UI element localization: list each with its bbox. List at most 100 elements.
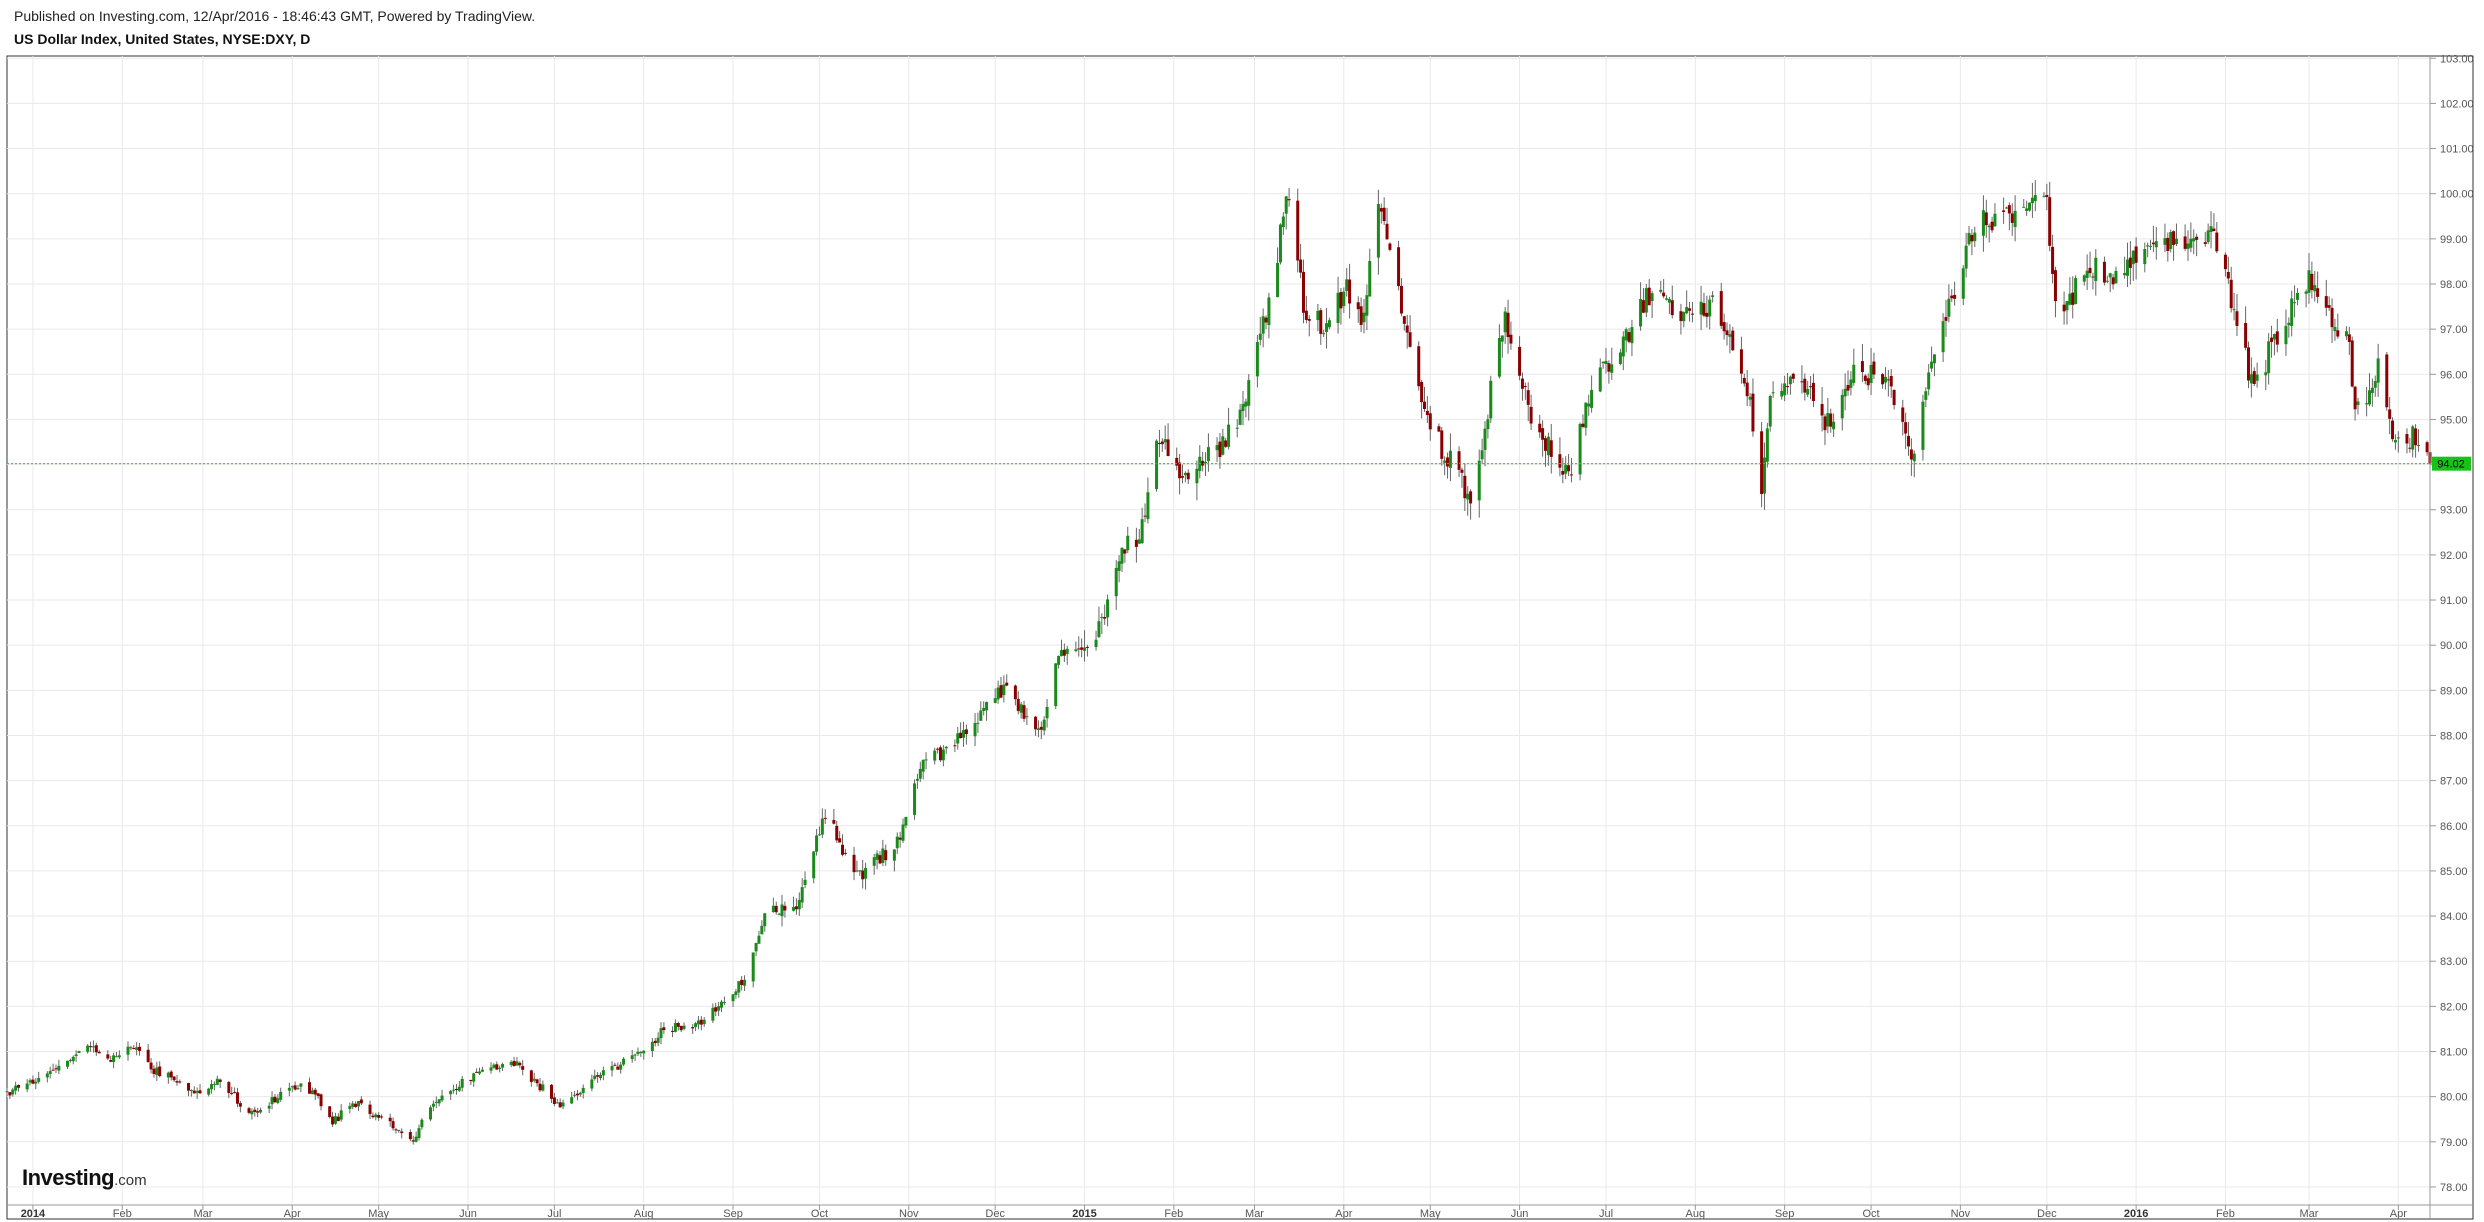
candle-up	[1368, 261, 1372, 297]
candle-down	[2128, 257, 2132, 268]
candle-up	[1987, 225, 1991, 228]
candle-up	[477, 1071, 481, 1074]
candle-up	[2333, 326, 2337, 332]
candle-down	[192, 1090, 196, 1094]
y-tick-label: 92.00	[2440, 550, 2468, 562]
candle-down	[740, 979, 744, 985]
candle-down	[1319, 310, 1323, 334]
x-tick-label: Dec	[985, 1208, 1005, 1220]
candle-down	[1134, 539, 1138, 547]
candle-down	[2324, 296, 2328, 308]
candle-down	[2229, 279, 2233, 309]
candle-up	[2030, 197, 2034, 204]
candle-up	[1036, 728, 1040, 730]
candle-down	[518, 1062, 522, 1066]
candle-down	[1829, 413, 1833, 427]
x-tick-label: Jul	[547, 1208, 561, 1220]
candle-up	[881, 848, 885, 863]
candle-down	[469, 1079, 473, 1082]
candle-up	[2192, 238, 2196, 242]
candle-up	[2186, 243, 2190, 249]
candle-up	[1826, 413, 1830, 427]
candle-up	[1497, 337, 1501, 377]
candle-up	[472, 1073, 476, 1082]
candle-up	[2074, 278, 2078, 305]
candle-down	[783, 905, 787, 911]
candle-up	[492, 1064, 496, 1068]
candle-up	[2143, 249, 2147, 265]
candle-up	[751, 952, 755, 982]
x-tick-label: Nov	[899, 1208, 919, 1220]
candle-up	[1195, 468, 1199, 484]
candle-up	[1345, 279, 1349, 291]
candle-up	[601, 1070, 605, 1076]
candle-up	[1883, 376, 1887, 383]
candle-down	[106, 1054, 110, 1059]
candle-up	[2284, 325, 2288, 345]
candle-down	[1385, 223, 1389, 240]
candle-up	[792, 906, 796, 911]
candle-down	[319, 1094, 323, 1107]
candle-up	[1849, 379, 1853, 388]
candle-down	[1803, 378, 1807, 393]
y-tick-label: 103.00	[2440, 53, 2474, 65]
candle-down	[1984, 212, 1988, 226]
candle-up	[333, 1116, 337, 1124]
y-tick-label: 81.00	[2440, 1046, 2468, 1058]
candle-down	[1662, 292, 1666, 297]
candle-up	[2290, 298, 2294, 327]
candle-up	[515, 1061, 519, 1066]
candle-down	[2347, 334, 2351, 342]
logo-suffix: .com	[114, 1172, 147, 1189]
candle-up	[976, 722, 980, 724]
candle-up	[973, 723, 977, 737]
candle-down	[1881, 374, 1885, 385]
candle-up	[1941, 321, 1945, 353]
candle-down	[400, 1131, 404, 1134]
candle-down	[1287, 199, 1291, 201]
candle-down	[235, 1092, 239, 1104]
x-axis: 2014 Feb Mar Apr May Jun Jul Aug Sep Oct Nov Dec 201…	[7, 1204, 2473, 1220]
candle-down	[238, 1103, 242, 1107]
y-tick-label: 79.00	[2440, 1137, 2468, 1149]
candle-up	[2125, 259, 2129, 276]
candle-up	[578, 1092, 582, 1095]
candle-up	[1500, 335, 1504, 342]
candle-up	[1267, 297, 1271, 325]
candle-up	[77, 1051, 81, 1054]
candle-down	[1425, 410, 1429, 416]
candle-up	[982, 707, 986, 712]
candle-down	[616, 1066, 620, 1070]
candle-down	[233, 1092, 237, 1094]
candle-up	[2094, 257, 2098, 281]
candle-up	[2105, 280, 2109, 282]
candle-down	[1688, 308, 1692, 311]
candle-down	[1304, 310, 1308, 320]
candle-up	[734, 991, 738, 995]
candle-up	[1276, 262, 1280, 298]
candle-down	[1529, 406, 1533, 424]
candle-up	[720, 1001, 724, 1008]
candle-down	[1561, 470, 1565, 475]
candle-up	[351, 1103, 355, 1107]
candle-up	[114, 1056, 118, 1058]
candle-up	[1094, 639, 1098, 647]
candle-down	[1296, 200, 1300, 261]
candle-up	[287, 1087, 291, 1091]
candle-up	[189, 1090, 193, 1092]
candle-up	[1584, 402, 1588, 428]
candle-down	[1457, 451, 1461, 470]
candle-down	[89, 1046, 93, 1048]
candle-up	[904, 817, 908, 826]
candle-up	[1665, 298, 1669, 300]
candle-down	[1760, 431, 1764, 494]
candle-up	[895, 836, 899, 849]
candle-down	[1647, 287, 1651, 306]
candle-up	[760, 925, 764, 935]
candle-up	[374, 1114, 378, 1118]
candle-down	[1719, 291, 1723, 326]
candle-up	[2114, 270, 2118, 284]
candle-down	[1379, 208, 1383, 212]
candle-down	[1990, 221, 1994, 231]
